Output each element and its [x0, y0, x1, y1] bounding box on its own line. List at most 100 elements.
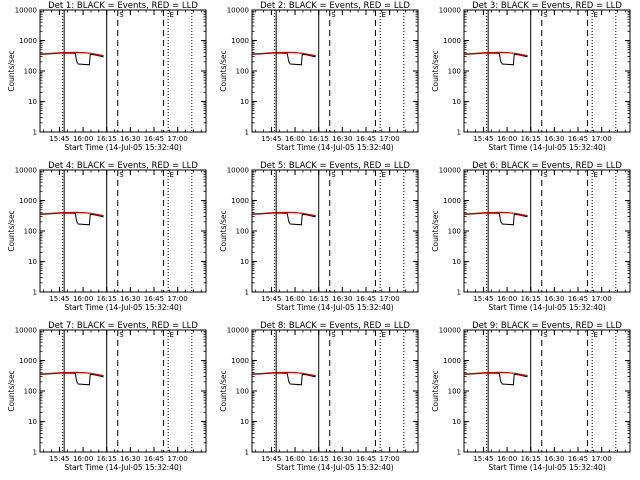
detector-panel-5: Det 5: BLACK = Events, RED = LLD 1 10 100 10…: [219, 161, 419, 312]
y-axis-label: Counts/sec: [431, 50, 440, 91]
x-tick-label: 17:00: [592, 455, 612, 463]
marker-label: S: [331, 331, 336, 339]
x-tick-label: 16:00: [73, 295, 93, 303]
x-tick-label: 15:45: [261, 295, 281, 303]
x-tick-label: 16:00: [497, 455, 517, 463]
detector-panel-1: Det 1: BLACK = Events, RED = LLD 1 10 100 10…: [7, 1, 207, 152]
x-tick-label: 16:45: [356, 135, 376, 143]
panel-title: Det 8: BLACK = Events, RED = LLD: [260, 321, 410, 331]
y-axis-label: Counts/sec: [431, 210, 440, 251]
marker-label: E: [170, 331, 174, 339]
y-axis-label: Counts/sec: [7, 210, 16, 251]
lld-series-line: [252, 51, 316, 57]
x-axis-label: Start Time (14-Jul-05 15:32:40): [64, 143, 181, 152]
panel-title: Det 5: BLACK = Events, RED = LLD: [260, 161, 410, 171]
panel-title: Det 7: BLACK = Events, RED = LLD: [48, 321, 198, 331]
panel-title: Det 9: BLACK = Events, RED = LLD: [472, 321, 622, 331]
x-axis-label: Start Time (14-Jul-05 15:32:40): [488, 303, 605, 312]
y-tick-label: 10000: [439, 7, 461, 15]
x-axis-label: Start Time (14-Jul-05 15:32:40): [276, 143, 393, 152]
x-tick-label: 16:30: [544, 295, 564, 303]
y-tick-label: 1000: [19, 197, 37, 205]
y-tick-label: 10: [28, 258, 37, 266]
y-tick-label: 10: [452, 418, 461, 426]
marker-label: E: [382, 11, 386, 19]
lld-series-line: [464, 51, 528, 57]
x-tick-label: 16:30: [332, 455, 352, 463]
x-tick-label: 16:45: [144, 295, 164, 303]
x-tick-label: 17:00: [592, 295, 612, 303]
y-tick-label: 1000: [19, 37, 37, 45]
x-tick-label: 16:45: [144, 135, 164, 143]
y-tick-label: 1: [33, 449, 37, 457]
x-axis-label: Start Time (14-Jul-05 15:32:40): [276, 303, 393, 312]
x-tick-label: 17:00: [380, 295, 400, 303]
y-tick-label: 10000: [15, 167, 37, 175]
y-tick-label: 10: [452, 98, 461, 106]
y-tick-label: 10000: [227, 167, 249, 175]
y-axis-label: Counts/sec: [219, 50, 228, 91]
x-tick-label: 16:15: [97, 135, 117, 143]
detector-panel-3: Det 3: BLACK = Events, RED = LLD 1 10 100 10…: [431, 1, 631, 152]
x-tick-label: 17:00: [168, 455, 188, 463]
marker-label: S: [331, 171, 336, 179]
y-tick-label: 1000: [443, 37, 461, 45]
lld-series-line: [252, 211, 316, 217]
x-tick-label: 16:15: [97, 295, 117, 303]
y-tick-label: 10000: [439, 167, 461, 175]
y-tick-label: 1: [457, 449, 461, 457]
x-tick-label: 16:00: [73, 135, 93, 143]
y-tick-label: 10000: [15, 327, 37, 335]
y-tick-label: 1: [245, 129, 249, 137]
x-tick-label: 15:45: [473, 455, 493, 463]
y-tick-label: 100: [24, 228, 37, 236]
marker-label: S: [543, 171, 548, 179]
detector-panel-6: Det 6: BLACK = Events, RED = LLD 1 10 100 10…: [431, 161, 631, 312]
y-axis-label: Counts/sec: [7, 370, 16, 411]
y-tick-label: 10000: [15, 7, 37, 15]
x-tick-label: 17:00: [168, 295, 188, 303]
x-tick-label: 16:00: [497, 295, 517, 303]
marker-label: E: [170, 171, 174, 179]
x-tick-label: 16:15: [309, 135, 329, 143]
y-tick-label: 10000: [439, 327, 461, 335]
y-tick-label: 10: [28, 98, 37, 106]
x-tick-label: 15:45: [473, 295, 493, 303]
x-tick-label: 16:45: [356, 295, 376, 303]
panel-title: Det 2: BLACK = Events, RED = LLD: [260, 1, 410, 11]
x-tick-label: 16:15: [521, 455, 541, 463]
y-axis-label: Counts/sec: [431, 370, 440, 411]
x-tick-label: 15:45: [261, 455, 281, 463]
marker-label: E: [594, 331, 598, 339]
detector-panel-4: Det 4: BLACK = Events, RED = LLD 1 10 100 10…: [7, 161, 207, 312]
y-tick-label: 1000: [231, 37, 249, 45]
x-tick-label: 16:45: [568, 455, 588, 463]
x-tick-label: 15:45: [473, 135, 493, 143]
lld-series-line: [464, 371, 528, 377]
y-tick-label: 100: [24, 68, 37, 76]
y-axis-label: Counts/sec: [7, 50, 16, 91]
marker-label: S: [119, 171, 124, 179]
x-tick-label: 16:00: [285, 295, 305, 303]
y-tick-label: 1: [457, 129, 461, 137]
y-tick-label: 100: [236, 228, 249, 236]
detector-panel-2: Det 2: BLACK = Events, RED = LLD 1 10 100 10…: [219, 1, 419, 152]
x-tick-label: 16:45: [144, 455, 164, 463]
x-axis-label: Start Time (14-Jul-05 15:32:40): [276, 463, 393, 472]
x-tick-label: 16:00: [497, 135, 517, 143]
y-tick-label: 10: [28, 418, 37, 426]
x-axis-label: Start Time (14-Jul-05 15:32:40): [488, 143, 605, 152]
y-tick-label: 100: [236, 68, 249, 76]
x-tick-label: 16:30: [544, 135, 564, 143]
x-tick-label: 16:15: [309, 455, 329, 463]
y-tick-label: 10: [240, 98, 249, 106]
marker-label: E: [594, 171, 598, 179]
x-tick-label: 16:30: [544, 455, 564, 463]
panel-title: Det 4: BLACK = Events, RED = LLD: [48, 161, 198, 171]
marker-label: E: [382, 331, 386, 339]
y-tick-label: 100: [448, 388, 461, 396]
x-tick-label: 16:45: [356, 455, 376, 463]
panel-title: Det 3: BLACK = Events, RED = LLD: [472, 1, 622, 11]
